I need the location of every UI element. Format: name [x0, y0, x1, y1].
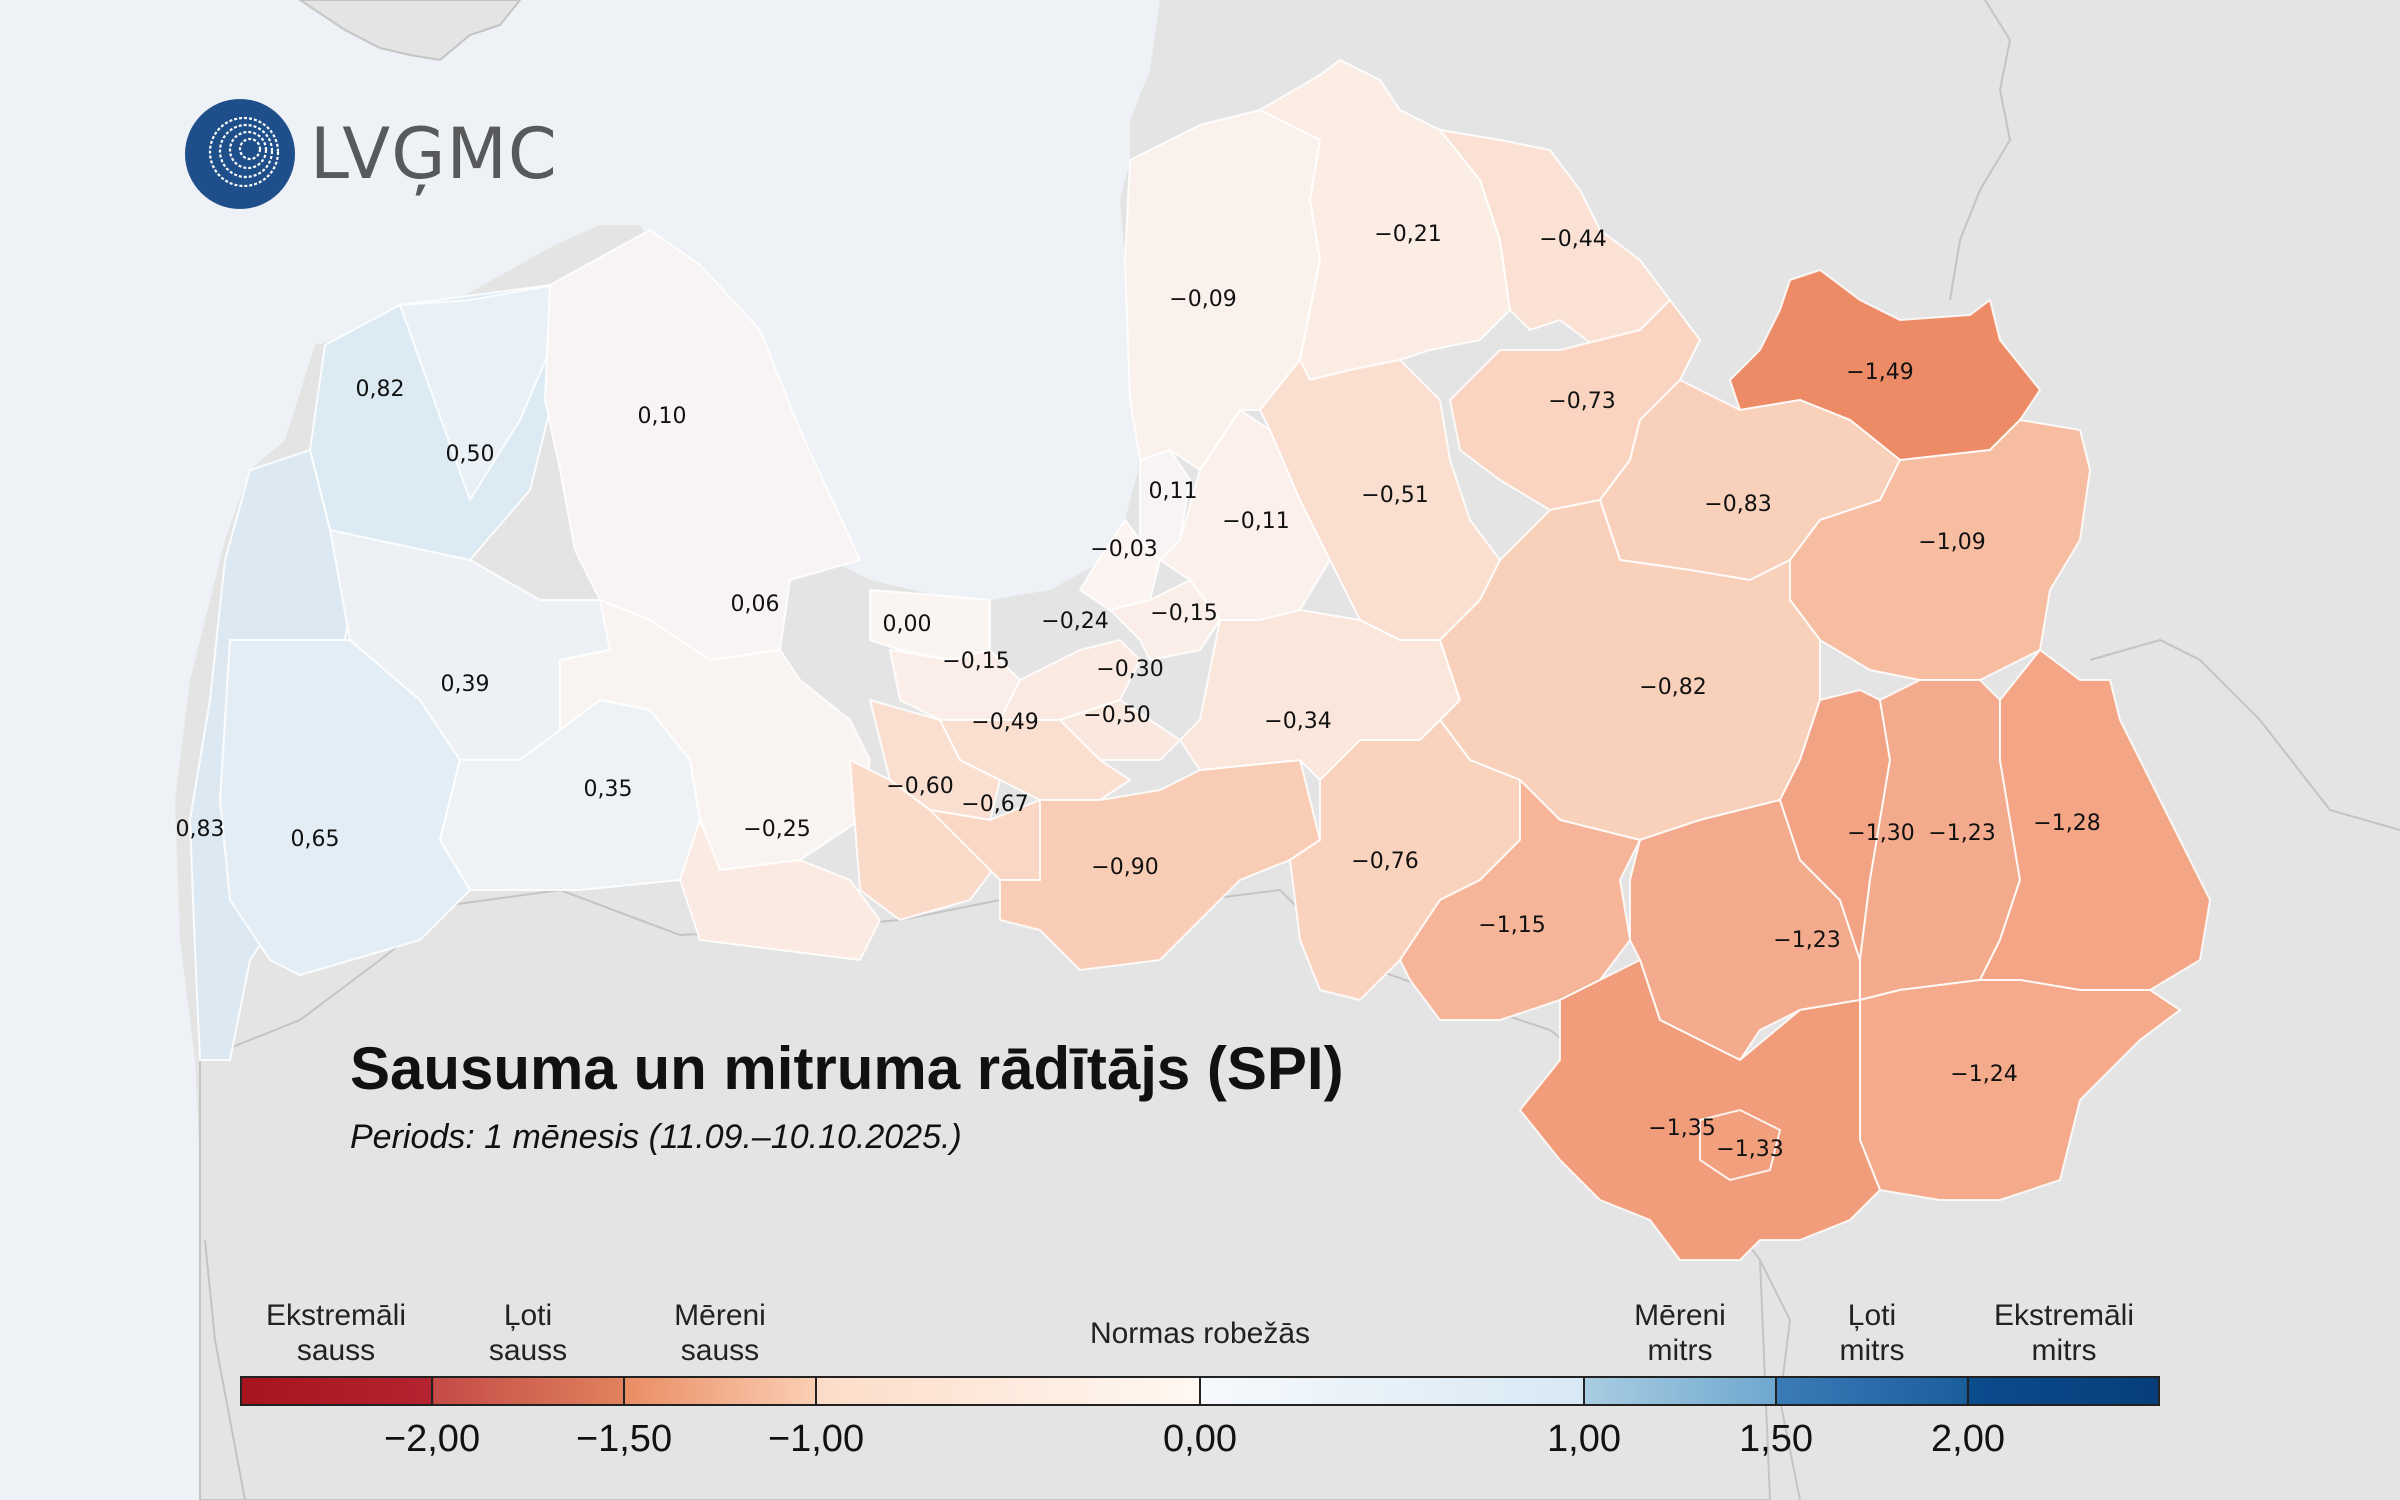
legend-category-label: Ekstremāli sauss — [266, 1298, 406, 1368]
colorbar-tick-label: 2,00 — [1931, 1418, 2005, 1460]
region-value-label: −0,34 — [1264, 709, 1331, 734]
region-value-label: −0,67 — [961, 792, 1028, 817]
region-value-label: −1,23 — [1928, 821, 1995, 846]
region-value-label: −0,03 — [1090, 537, 1157, 562]
region-value-label: −0,51 — [1361, 483, 1428, 508]
region-value-label: −1,49 — [1846, 360, 1913, 385]
region-jekabpils — [1398, 777, 1642, 1021]
region-value-label: −0,09 — [1169, 287, 1236, 312]
region-value-label: 0,11 — [1149, 479, 1198, 504]
sea — [0, 0, 1160, 1500]
legend-category-label: Mēreni sauss — [674, 1298, 766, 1368]
colorbar-tick-label: −2,00 — [383, 1418, 481, 1460]
region-value-label: 0,10 — [638, 404, 687, 429]
logo-text: LVĢMC — [310, 113, 558, 195]
region-labels: 0,82 0,50 0,10 0,83 0,65 0,39 0,35 0,06 −0,25 0,0… — [176, 222, 2101, 1162]
region-salaspils — [1108, 578, 1222, 662]
colorbar-tick-label: 1,00 — [1547, 1418, 1621, 1460]
region-value-label: −1,09 — [1918, 530, 1985, 555]
legend-category-label: Normas robežās — [1090, 1316, 1310, 1351]
region-value-label: 0,65 — [291, 827, 340, 852]
legend-category-line1: Normas robežās — [1089, 1317, 1311, 1350]
legend-category-line1: Mēreni — [674, 1299, 766, 1332]
region-value-label: 0,83 — [176, 817, 225, 842]
region-value-label: −0,82 — [1639, 675, 1706, 700]
lvgmc-logo: LVĢMC — [184, 98, 558, 210]
legend-category-line1: Ekstremāli — [1993, 1299, 2135, 1332]
colorbar-tick-mark — [431, 1378, 433, 1404]
legend-category-line1: Mēreni — [1634, 1299, 1726, 1332]
map-title: Sausuma un mitruma rādītājs (SPI) — [350, 1035, 1344, 1102]
colorbar-tick-label: 0,00 — [1163, 1418, 1237, 1460]
region-value-label: 0,35 — [584, 777, 633, 802]
region-value-label: −1,33 — [1716, 1137, 1783, 1162]
region-dobele — [678, 817, 882, 962]
legend-category-line2: sauss — [296, 1334, 376, 1367]
colorbar-tick-mark — [1775, 1378, 1777, 1404]
region-value-label: −0,15 — [942, 649, 1009, 674]
region-value-label: 0,50 — [446, 442, 495, 467]
region-ludza — [1978, 648, 2212, 991]
region-value-label: −0,50 — [1083, 703, 1150, 728]
region-value-label: −1,35 — [1648, 1116, 1715, 1141]
legend-category-label: Ļoti sauss — [489, 1298, 567, 1368]
logo-icon — [185, 99, 295, 209]
region-value-label: −1,23 — [1773, 928, 1840, 953]
region-value-label: −0,49 — [971, 710, 1038, 735]
region-value-label: −0,11 — [1222, 509, 1289, 534]
map-subtitle: Periods: 1 mēnesis (11.09.–10.10.2025.) — [350, 1118, 962, 1156]
region-value-label: −0,24 — [1041, 609, 1108, 634]
saaremaa-land — [298, 0, 522, 62]
legend-category-line2: mitrs — [1647, 1334, 1713, 1367]
region-riga-city — [1078, 518, 1162, 612]
region-value-label: −0,44 — [1539, 227, 1606, 252]
region-value-label: −0,73 — [1548, 389, 1615, 414]
colorbar-tick-mark — [1583, 1378, 1585, 1404]
legend-category-label: Ekstremāli mitrs — [1994, 1298, 2134, 1368]
region-value-label: 0,06 — [731, 592, 780, 617]
legend-category-label: Ļoti mitrs — [1840, 1298, 1905, 1368]
colorbar-tick-mark — [815, 1378, 817, 1404]
legend-category-line2: mitrs — [2031, 1334, 2097, 1367]
colorbar-tick-label: −1,50 — [575, 1418, 673, 1460]
region-value-label: −1,30 — [1847, 821, 1914, 846]
colorbar-tick-label: −1,00 — [767, 1418, 865, 1460]
region-bauska — [999, 758, 1322, 972]
colorbar-tick-mark — [623, 1378, 625, 1404]
colorbar-tick-mark — [1199, 1378, 1201, 1404]
region-kraslava — [1859, 979, 2182, 1201]
region-daugavpils — [1518, 958, 1882, 1261]
region-value-label: −0,90 — [1091, 855, 1158, 880]
region-value-label: −0,25 — [743, 817, 810, 842]
region-value-label: −0,30 — [1096, 657, 1163, 682]
region-value-label: −0,15 — [1150, 601, 1217, 626]
region-value-label: −0,83 — [1704, 492, 1771, 517]
legend-category-label: Mēreni mitrs — [1634, 1298, 1726, 1368]
region-value-label: −1,28 — [2033, 811, 2100, 836]
region-value-label: −0,76 — [1351, 849, 1418, 874]
legend-category-line1: Ļoti — [503, 1299, 553, 1332]
region-value-label: 0,00 — [883, 612, 932, 637]
legend-category-line2: sauss — [488, 1334, 568, 1367]
curonian-spit — [204, 1239, 246, 1500]
region-value-label: −1,24 — [1950, 1062, 2017, 1087]
region-value-label: 0,82 — [356, 377, 405, 402]
legend-category-line1: Ekstremāli — [265, 1299, 407, 1332]
region-daugavpils-city — [1699, 1108, 1782, 1182]
legend-category-line2: mitrs — [1839, 1334, 1905, 1367]
region-value-label: −0,60 — [886, 774, 953, 799]
neighbor-borders — [1759, 0, 2400, 1500]
colorbar-tick-label: 1,50 — [1739, 1418, 1813, 1460]
legend-category-line2: sauss — [680, 1334, 760, 1367]
region-value-label: −0,21 — [1374, 222, 1441, 247]
region-value-label: 0,39 — [441, 672, 490, 697]
legend-category-line1: Ļoti — [1847, 1299, 1897, 1332]
colorbar-tick-mark — [1967, 1378, 1969, 1404]
region-value-label: −1,15 — [1478, 913, 1545, 938]
regions — [188, 58, 2212, 1261]
